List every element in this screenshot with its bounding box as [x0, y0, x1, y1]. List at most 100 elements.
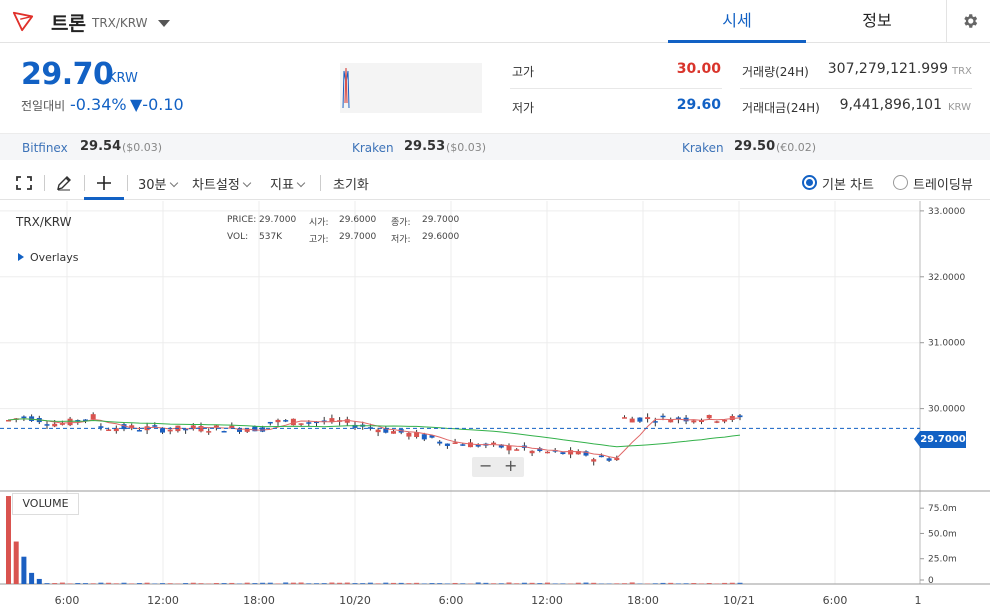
basic-chart-label[interactable]: 기본 차트: [822, 178, 874, 193]
crosshair-active-indicator: [84, 197, 124, 200]
exchange-price: 29.53: [404, 139, 446, 154]
chart-settings-dropdown[interactable]: 차트설정: [192, 174, 252, 193]
overlays-label: Overlays: [30, 251, 79, 264]
volume-bar: [660, 582, 666, 584]
candle-body: [421, 434, 427, 440]
volume-bar: [221, 583, 227, 584]
candle-body: [498, 444, 504, 448]
pencil-icon[interactable]: [56, 175, 72, 191]
candle-body: [267, 421, 273, 424]
candle-body: [668, 420, 674, 423]
zoom-out-button[interactable]: −: [479, 456, 493, 475]
candle-body: [83, 419, 88, 421]
candle-body: [652, 421, 658, 423]
tron-logo-icon: [12, 11, 34, 32]
candle-body: [352, 424, 358, 428]
triangle-right-icon: [18, 253, 24, 261]
volume-bar: [498, 583, 504, 584]
volume-bar: [483, 582, 489, 584]
fullscreen-icon[interactable]: [16, 176, 32, 190]
volume-bar: [737, 582, 743, 584]
candle-body: [59, 423, 65, 425]
ma-fast-line: [8, 417, 741, 459]
exchange-name[interactable]: Bitfinex: [22, 141, 68, 155]
ohlc-low-label: 저가:: [391, 235, 411, 245]
candle-body: [598, 455, 604, 458]
candle-body: [660, 415, 666, 418]
price-chart[interactable]: 33.0000 32.0000 31.0000 30.0000 75.0m 50.0m 25…: [0, 201, 990, 615]
volume-bar: [375, 583, 381, 584]
volume-bar: [113, 583, 119, 584]
tradingview-radio[interactable]: [893, 175, 908, 190]
change-amount: ▼-0.10: [130, 95, 184, 114]
volume-bar: [652, 583, 658, 584]
volume-24h-label: 거래량(24H): [742, 65, 809, 79]
chart-settings-label: 차트설정: [192, 178, 240, 193]
volume-bar: [614, 583, 620, 584]
volume-bar: [729, 582, 735, 584]
exchange-name[interactable]: Kraken: [352, 141, 394, 155]
volume-bar: [321, 583, 327, 584]
candle-body: [283, 420, 289, 422]
tab-info[interactable]: 정보: [862, 11, 892, 30]
chart-toolbar: 30분 차트설정 지표 초기화 기본 차트 트레이딩뷰: [0, 166, 990, 200]
volume-bar: [537, 583, 543, 584]
volume-bar: [683, 583, 689, 584]
interval-dropdown[interactable]: 30분: [138, 174, 178, 193]
exchange-name[interactable]: Kraken: [682, 141, 724, 155]
volume-bar: [675, 583, 681, 584]
candle-body: [560, 452, 566, 455]
change-label: 전일대비: [21, 99, 66, 113]
volume-bar: [560, 583, 566, 584]
volume-bar: [591, 582, 597, 584]
volume-bar: [98, 582, 104, 584]
tradingview-label[interactable]: 트레이딩뷰: [913, 178, 973, 193]
zoom-in-button[interactable]: +: [504, 456, 518, 475]
basic-chart-radio[interactable]: [802, 175, 817, 190]
volume-bar: [90, 583, 96, 584]
volume-bar: [337, 582, 343, 584]
tab-price[interactable]: 시세: [668, 0, 806, 43]
volume-bar: [421, 583, 427, 584]
volume-bar: [367, 582, 373, 584]
amount-24h-value: 9,441,896,101: [839, 97, 942, 113]
indicators-dropdown[interactable]: 지표: [270, 174, 306, 193]
candle-body: [198, 426, 204, 432]
candle-body: [437, 441, 443, 444]
candle-body: [6, 419, 11, 422]
settings-button[interactable]: [946, 0, 990, 43]
exchange-usd: ($0.03): [122, 141, 163, 154]
pair-dropdown-icon[interactable]: [158, 20, 170, 27]
volume-bar: [475, 582, 481, 584]
x-tick-label: 10/20: [339, 594, 371, 607]
volume-bar: [160, 583, 165, 584]
ohlc-low: 29.6000: [422, 232, 460, 242]
reset-button[interactable]: 초기화: [333, 178, 369, 193]
exchange-prices: Bitfinex 29.54 ($0.03) Kraken 29.53 ($0.…: [0, 133, 990, 160]
candle-body: [460, 444, 466, 446]
crosshair-icon[interactable]: [96, 175, 112, 191]
candle-body: [429, 435, 435, 438]
volume-bar: [383, 582, 389, 584]
candle-body: [129, 425, 135, 429]
zoom-controls: − +: [472, 456, 524, 477]
volume-bar: [267, 582, 273, 584]
candle-body: [568, 450, 574, 455]
toolbar-separator: [320, 175, 321, 191]
candlestick-chart[interactable]: 33.0000 32.0000 31.0000 30.0000 75.0m 50.0m 25…: [0, 201, 990, 615]
high-value: 30.00: [676, 61, 721, 77]
high-label: 고가: [512, 65, 535, 79]
candle-body: [475, 444, 481, 447]
volume-bar: [329, 582, 335, 584]
candle-body: [106, 429, 112, 431]
ohlc-high: 29.7000: [339, 232, 377, 242]
volume-bar: [506, 582, 512, 584]
volume-bar: [360, 583, 366, 584]
overlays-toggle[interactable]: Overlays: [18, 251, 79, 264]
volume-bar: [44, 583, 50, 584]
volume-bar: [283, 582, 289, 584]
candle-body: [244, 429, 250, 432]
volume-bar: [552, 583, 558, 584]
candle-body: [506, 445, 512, 451]
